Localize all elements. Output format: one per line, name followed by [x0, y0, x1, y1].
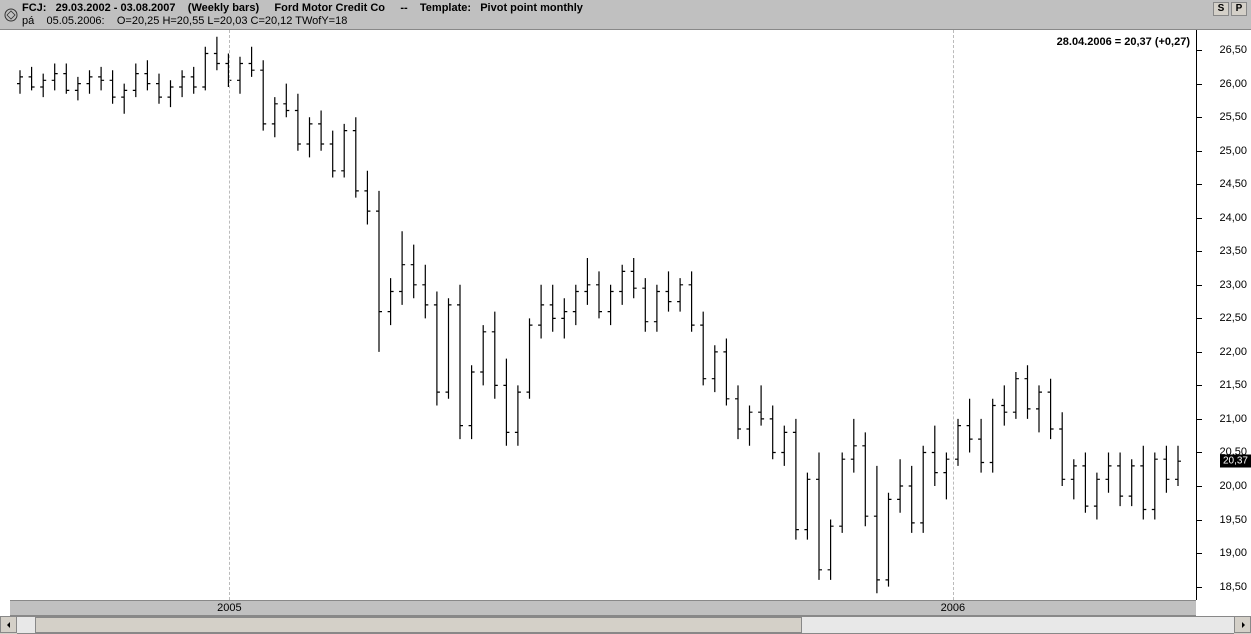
- y-tick-mark: [1197, 251, 1202, 252]
- y-tick-label: 23,50: [1219, 245, 1247, 257]
- y-tick-label: 19,00: [1219, 547, 1247, 559]
- header-buttons: S P: [1213, 2, 1247, 16]
- scrollbar-thumb[interactable]: [35, 617, 802, 633]
- scroll-right-button[interactable]: [1234, 616, 1251, 633]
- chart-plot-area[interactable]: 28.04.2006 = 20,37 (+0,27): [10, 30, 1196, 600]
- current-price-badge: 20,37: [1220, 455, 1251, 468]
- separator: --: [400, 2, 407, 14]
- ohlc-bars: [10, 30, 1196, 600]
- y-tick-mark: [1197, 151, 1202, 152]
- title-line: FCJ: 29.03.2002 - 03.08.2007 (Weekly bar…: [22, 2, 583, 14]
- y-tick-label: 18,50: [1219, 581, 1247, 593]
- chart-container: 28.04.2006 = 20,37 (+0,27) 18,50 19,00 19,…: [0, 30, 1251, 634]
- y-tick-mark: [1197, 218, 1202, 219]
- scroll-left-button[interactable]: [0, 616, 17, 633]
- y-tick-mark: [1197, 184, 1202, 185]
- y-tick-label: 23,00: [1219, 279, 1247, 291]
- x-axis-label: 2005: [217, 602, 241, 614]
- bar-type: (Weekly bars): [188, 2, 259, 14]
- y-tick-label: 24,00: [1219, 212, 1247, 224]
- y-tick-label: 21,00: [1219, 413, 1247, 425]
- year-gridline: [229, 30, 230, 600]
- date-range: 29.03.2002 - 03.08.2007: [56, 2, 176, 14]
- x-axis-label: 2006: [941, 602, 965, 614]
- y-tick-mark: [1197, 385, 1202, 386]
- year-gridline: [953, 30, 954, 600]
- p-button[interactable]: P: [1231, 2, 1247, 16]
- y-tick-label: 22,00: [1219, 346, 1247, 358]
- status-prefix: pá: [22, 15, 34, 27]
- y-tick-label: 25,50: [1219, 111, 1247, 123]
- y-tick-mark: [1197, 553, 1202, 554]
- y-axis: 18,5019,0019,5020,0020,5021,0021,5022,00…: [1196, 30, 1251, 600]
- y-tick-mark: [1197, 50, 1202, 51]
- chart-header: FCJ: 29.03.2002 - 03.08.2007 (Weekly bar…: [0, 0, 1251, 30]
- y-tick-label: 26,50: [1219, 44, 1247, 56]
- status-ohlc: O=20,25 H=20,55 L=20,03 C=20,12 TWofY=18: [117, 15, 347, 27]
- y-tick-label: 20,00: [1219, 480, 1247, 492]
- status-date: 05.05.2006:: [47, 15, 105, 27]
- y-tick-mark: [1197, 352, 1202, 353]
- company-name: Ford Motor Credit Co: [274, 2, 385, 14]
- y-tick-mark: [1197, 520, 1202, 521]
- y-tick-label: 25,00: [1219, 145, 1247, 157]
- y-tick-label: 21,50: [1219, 379, 1247, 391]
- y-tick-label: 24,50: [1219, 178, 1247, 190]
- template-name: Pivot point monthly: [480, 2, 583, 14]
- y-tick-mark: [1197, 318, 1202, 319]
- y-tick-label: 26,00: [1219, 78, 1247, 90]
- y-tick-mark: [1197, 117, 1202, 118]
- app-icon: [4, 8, 18, 22]
- scrollbar-track[interactable]: [17, 616, 1234, 634]
- y-tick-label: 22,50: [1219, 312, 1247, 324]
- x-axis: 2005 2006: [10, 600, 1196, 616]
- y-tick-mark: [1197, 84, 1202, 85]
- y-tick-mark: [1197, 587, 1202, 588]
- status-line: pá 05.05.2006: O=20,25 H=20,55 L=20,03 C…: [22, 15, 583, 27]
- s-button[interactable]: S: [1213, 2, 1229, 16]
- y-tick-label: 19,50: [1219, 514, 1247, 526]
- ticker: FCJ:: [22, 2, 46, 14]
- template-label: Template:: [420, 2, 471, 14]
- y-tick-mark: [1197, 419, 1202, 420]
- y-tick-mark: [1197, 452, 1202, 453]
- horizontal-scrollbar[interactable]: [0, 616, 1251, 634]
- y-tick-mark: [1197, 285, 1202, 286]
- y-tick-mark: [1197, 486, 1202, 487]
